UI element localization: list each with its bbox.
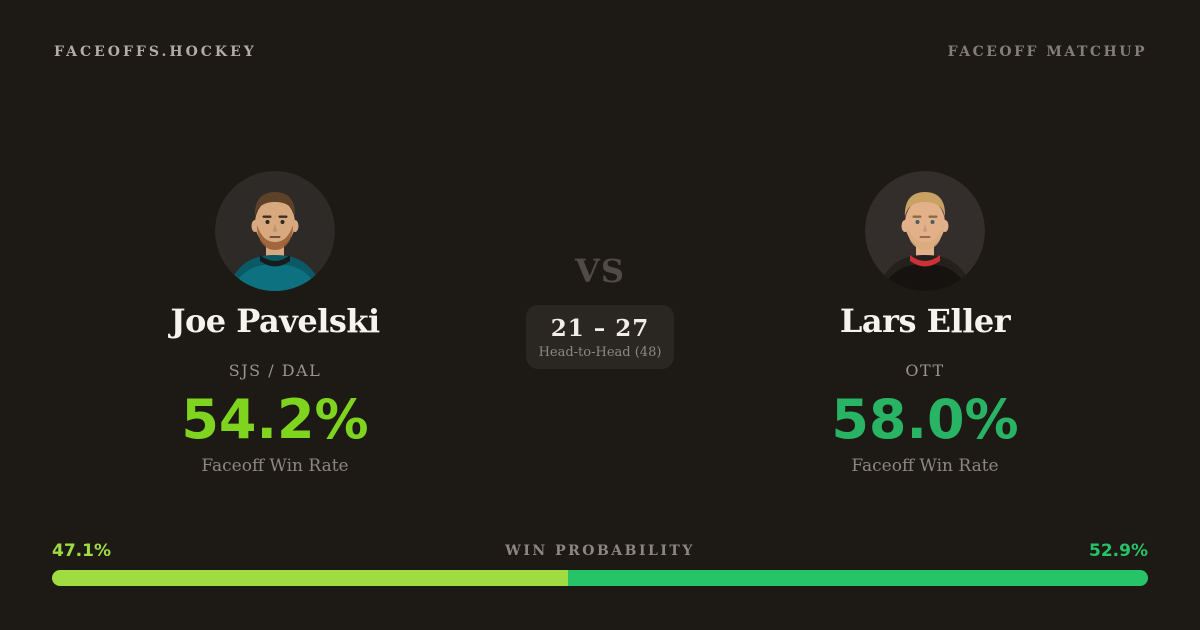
player-win-rate-label: Faceoff Win Rate [851, 456, 999, 477]
brand-text: FACEOFFS.HOCKEY [54, 44, 257, 60]
player-win-rate: 58.0% [831, 388, 1019, 452]
player-team: OTT [905, 361, 945, 381]
head-to-head-box: 21 – 27 Head-to-Head (48) [526, 305, 674, 369]
win-prob-right: 52.9% [1089, 541, 1148, 561]
vs-label: VS [575, 252, 625, 290]
win-bar-left [52, 570, 569, 586]
player-card-right: Lars Eller OTT 58.0% Faceoff Win Rate [765, 171, 1085, 476]
win-prob-left: 47.1% [52, 541, 111, 561]
head-to-head-label: Head-to-Head (48) [538, 344, 662, 360]
matchup-center: VS 21 – 27 Head-to-Head (48) [440, 252, 760, 369]
player-name: Joe Pavelski [170, 302, 380, 340]
player-avatar [215, 171, 335, 291]
player-win-rate-label: Faceoff Win Rate [201, 456, 349, 477]
win-probability-bar [52, 570, 1148, 586]
page-label: FACEOFF MATCHUP [947, 44, 1147, 60]
player-headshot-icon [215, 171, 335, 291]
player-win-rate: 54.2% [181, 388, 369, 452]
player-team: SJS / DAL [228, 361, 322, 381]
player-headshot-icon [865, 171, 985, 291]
player-avatar [865, 171, 985, 291]
win-bar-right [568, 570, 1148, 586]
player-card-left: Joe Pavelski SJS / DAL 54.2% Faceoff Win… [115, 171, 435, 476]
player-name: Lars Eller [839, 302, 1011, 340]
win-probability-row: 47.1% WIN PROBABILITY 52.9% [52, 541, 1148, 563]
head-to-head-score: 21 – 27 [550, 315, 650, 342]
win-prob-title: WIN PROBABILITY [505, 543, 695, 559]
